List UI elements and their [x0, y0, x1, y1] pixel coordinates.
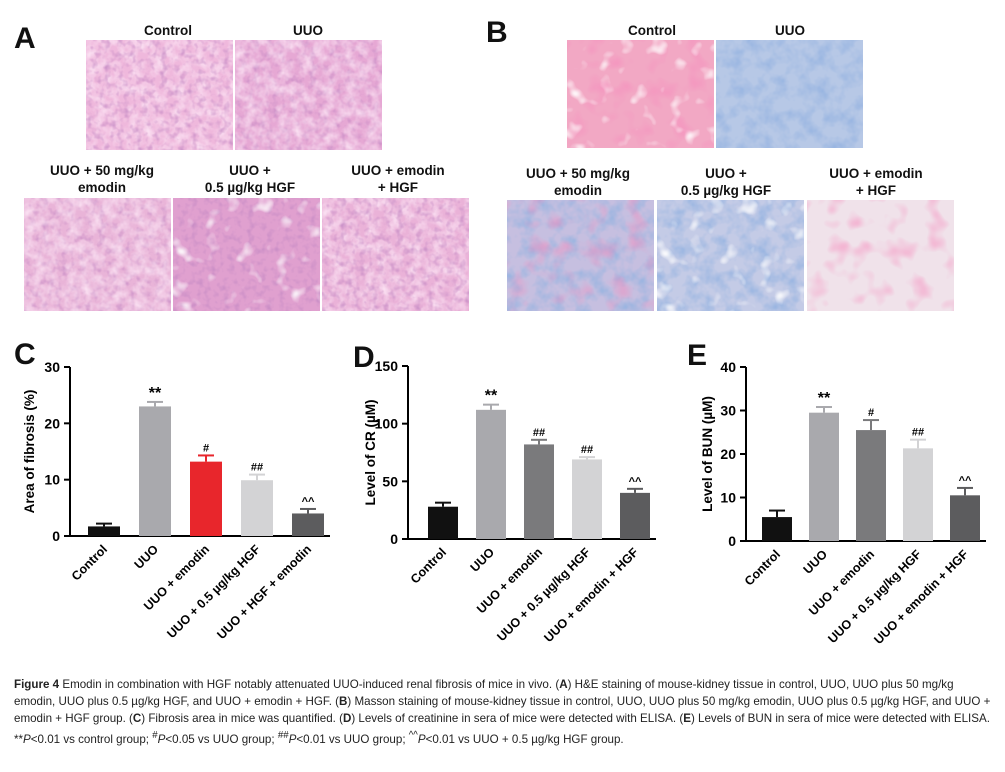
chart-c-fibrosis-area: 0 10 20 30 Area of fibrosis (%) Control ** UUO #…	[22, 359, 330, 642]
bar	[292, 513, 324, 536]
masson-image-uuo-emodin	[507, 200, 654, 311]
significance-label: ^^	[959, 475, 972, 487]
he-image-uuo	[235, 40, 382, 150]
significance-label: ##	[912, 427, 924, 439]
panel-e-letter: E	[687, 339, 708, 372]
bar	[88, 526, 120, 536]
category-label: UUO	[801, 547, 831, 577]
panel-a-letter: A	[14, 22, 36, 55]
panel-a-label-combo: UUO + emodin + HGF	[351, 163, 445, 195]
panel-a-label-emodin: UUO + 50 mg/kg emodin	[50, 163, 154, 195]
panel-b-label-uuo: UUO	[775, 23, 805, 38]
panel-b-label-combo: UUO + emodin + HGF	[829, 166, 923, 198]
y-axis-label: Area of fibrosis (%)	[22, 390, 37, 514]
figure-caption: Figure 4 Emodin in combination with HGF …	[14, 678, 991, 746]
bar	[190, 461, 222, 536]
y-tick-label: 0	[52, 528, 60, 544]
y-axis-label: Level of CR (µM)	[363, 399, 378, 505]
y-tick-label: 20	[720, 446, 736, 462]
bar	[139, 406, 171, 536]
y-axis-label: Level of BUN (µM)	[700, 396, 715, 512]
category-label: Control	[69, 542, 110, 583]
bar	[762, 517, 792, 541]
significance-label: #	[868, 407, 874, 419]
significance-label: ##	[533, 427, 545, 439]
y-tick-label: 0	[390, 531, 398, 547]
significance-label: ##	[251, 462, 263, 474]
y-tick-label: 20	[44, 415, 60, 431]
panel-a-label-uuo: UUO	[293, 23, 323, 38]
category-label: UUO + 0.5 µg/kg HGF	[825, 547, 924, 646]
category-label: UUO + 0.5 µg/kg HGF	[164, 542, 263, 641]
bar	[809, 412, 839, 541]
category-label: UUO	[132, 542, 162, 572]
category-label: UUO + emodin + HGF	[871, 547, 971, 647]
he-image-uuo-emodin-hgf	[322, 198, 469, 311]
bar	[428, 506, 458, 539]
y-tick-label: 50	[382, 473, 398, 489]
category-label: Control	[742, 547, 783, 588]
bar	[620, 492, 650, 539]
y-tick-label: 150	[375, 358, 399, 374]
panel-a-label-control: Control	[144, 23, 192, 38]
bar	[950, 495, 980, 541]
bar	[572, 459, 602, 539]
significance-label: **	[818, 390, 831, 407]
significance-label: ##	[581, 444, 593, 456]
bar	[524, 444, 554, 539]
significance-label: ^^	[302, 496, 315, 508]
he-image-control	[86, 40, 233, 150]
y-tick-label: 30	[720, 403, 736, 419]
y-tick-label: 10	[720, 490, 736, 506]
y-tick-label: 10	[44, 472, 60, 488]
masson-image-uuo	[716, 40, 863, 148]
panel-b-label-emodin: UUO + 50 mg/kg emodin	[526, 166, 630, 198]
category-label: UUO	[468, 545, 498, 575]
panel-d-letter: D	[353, 341, 375, 374]
significance-label: **	[485, 388, 498, 405]
significance-label: ^^	[629, 476, 642, 488]
masson-image-control	[567, 40, 714, 148]
masson-image-uuo-hgf	[657, 200, 804, 311]
masson-image-uuo-emodin-hgf	[807, 200, 954, 311]
chart-e-bun: 0 10 20 30 40 Level of BUN (µM) Control ** UUO # U…	[700, 359, 986, 647]
category-label: UUO + emodin + HGF	[541, 545, 641, 645]
panel-a-label-hgf: UUO +0.5 µg/kg HGF	[204, 163, 296, 195]
category-label: UUO + 0.5 µg/kg HGF	[494, 545, 593, 644]
panel-b-label-hgf: UUO +0.5 µg/kg HGF	[680, 166, 772, 198]
bar	[241, 480, 273, 536]
category-label: Control	[408, 545, 449, 586]
category-label: UUO + HGF + emodin	[214, 542, 314, 642]
bar	[903, 448, 933, 541]
he-image-uuo-hgf	[173, 198, 320, 311]
significance-label: **	[149, 385, 162, 402]
y-tick-label: 100	[375, 416, 399, 432]
panel-b-label-control: Control	[628, 23, 676, 38]
chart-d-creatinine: 0 50 100 150 Level of CR (µM) Control ** UUO ## U…	[363, 358, 656, 645]
y-tick-label: 30	[44, 359, 60, 375]
y-tick-label: 0	[728, 533, 736, 549]
he-image-uuo-emodin	[24, 198, 171, 311]
y-tick-label: 40	[720, 359, 736, 375]
panel-c-letter: C	[14, 338, 36, 371]
panel-b-letter: B	[486, 16, 508, 49]
bar	[476, 409, 506, 539]
bar	[856, 430, 886, 541]
significance-label: #	[203, 442, 209, 454]
